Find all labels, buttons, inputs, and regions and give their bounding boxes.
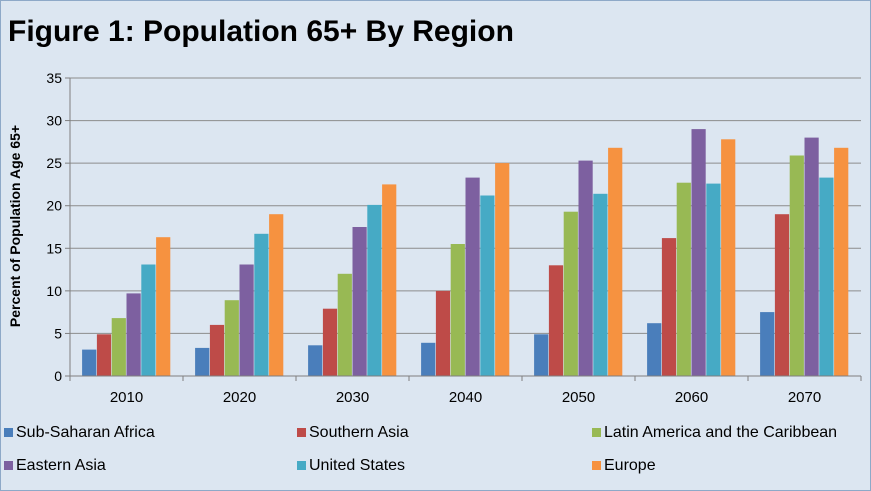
legend-swatch (4, 428, 13, 437)
bar (819, 177, 834, 376)
y-tick-label: 5 (54, 325, 62, 341)
bar (480, 195, 495, 376)
y-tick-label: 30 (46, 113, 62, 129)
bar (593, 193, 608, 376)
x-tick-label: 2070 (788, 389, 821, 406)
x-tick-label: 2060 (675, 389, 708, 406)
bar (322, 308, 338, 376)
x-tick-label: 2050 (562, 389, 595, 406)
legend-swatch (592, 428, 601, 437)
legend-label: Latin America and the Caribbean (604, 424, 838, 441)
bar (156, 237, 171, 376)
bar (676, 182, 691, 376)
legend-swatch (297, 428, 306, 437)
bar (435, 290, 451, 376)
bar (760, 312, 775, 376)
bar (548, 265, 564, 376)
bar (691, 129, 706, 376)
legend-swatch (592, 461, 601, 470)
y-tick-label: 10 (46, 283, 62, 299)
legend-label: Eastern Asia (16, 457, 106, 474)
bar (239, 264, 254, 376)
y-tick-label: 20 (46, 198, 62, 214)
bar (647, 323, 662, 376)
bar (789, 155, 804, 376)
bar (141, 264, 156, 376)
bar (450, 244, 465, 376)
x-tick-label: 2020 (223, 389, 256, 406)
x-tick-label: 2030 (336, 389, 369, 406)
bar (308, 345, 323, 376)
y-tick-label: 25 (46, 155, 62, 171)
bar (195, 347, 210, 376)
bar (421, 342, 436, 376)
bar (465, 177, 480, 376)
bar (82, 349, 97, 376)
bar (254, 233, 269, 376)
chart-title: Figure 1: Population 65+ By Region (8, 15, 514, 48)
y-tick-label: 15 (46, 240, 62, 256)
bar (774, 214, 790, 376)
bar (804, 137, 819, 376)
bar (661, 238, 677, 376)
legend-label: United States (309, 457, 406, 474)
legend-label: Europe (604, 457, 656, 474)
bar (96, 334, 112, 376)
bar (721, 139, 736, 376)
legend-label: Southern Asia (309, 424, 409, 441)
legend-label: Sub-Saharan Africa (16, 424, 155, 441)
bar (209, 324, 225, 376)
bar (706, 183, 721, 376)
bar (563, 211, 578, 376)
bar (224, 300, 239, 376)
legend-swatch (4, 461, 13, 470)
bar (382, 184, 397, 376)
x-tick-label: 2010 (110, 389, 143, 406)
bar (578, 160, 593, 376)
bar (534, 334, 549, 376)
y-tick-label: 0 (54, 368, 62, 384)
bar (111, 318, 126, 376)
bar (495, 163, 510, 376)
bar (269, 214, 284, 376)
x-tick-label: 2040 (449, 389, 482, 406)
bar (834, 147, 849, 376)
bar (337, 273, 352, 376)
legend-swatch (297, 461, 306, 470)
y-tick-label: 35 (46, 70, 62, 86)
bar (608, 147, 623, 376)
bar (367, 204, 382, 376)
bar (352, 227, 367, 376)
y-axis-title: Percent of Population Age 65+ (7, 125, 23, 327)
bar (126, 293, 141, 376)
